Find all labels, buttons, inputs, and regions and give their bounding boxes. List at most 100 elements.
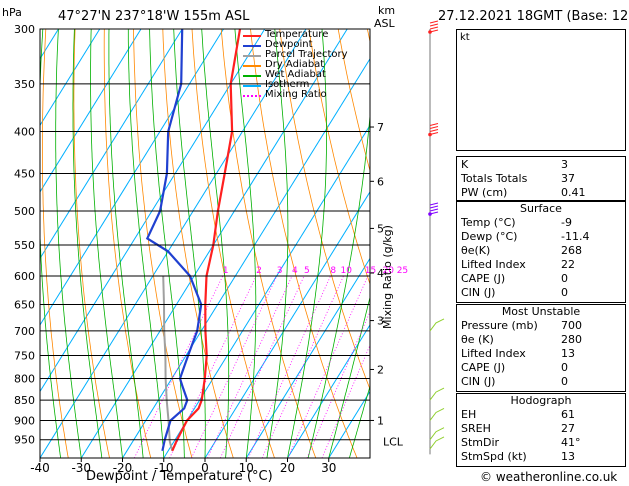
mixing-ratio-label: 1 (223, 266, 229, 276)
hodograph-indices-panel: Hodograph EH 61 SREH 27 StmDir 41° StmSpd (kt)… (456, 393, 626, 467)
index-row: EH 61 (457, 408, 625, 422)
wind-barb (429, 126, 439, 129)
pressure-tick-label: 550 (14, 239, 35, 252)
mixing-ratio-label: 3 (277, 266, 283, 276)
legend-label: Dry Adiabat (265, 59, 325, 70)
wind-barb (429, 20, 439, 24)
index-label: SREH (461, 422, 491, 435)
legend-swatch (243, 75, 261, 77)
pressure-tick-label: 900 (14, 414, 35, 427)
mixing-ratio-label: 2 (256, 266, 262, 276)
index-label: StmSpd (kt) (461, 450, 527, 463)
legend-swatch (243, 35, 261, 37)
index-label: EH (461, 408, 477, 421)
surface-title: Surface (520, 202, 562, 215)
isotherm-line (40, 29, 266, 393)
isotherm-line (40, 29, 101, 127)
index-value: 0 (561, 375, 568, 388)
index-value: 61 (561, 408, 575, 421)
dry-adiabat-line (337, 29, 370, 173)
asl-axis-label: ASL (374, 17, 395, 30)
index-label: CAPE (J) (461, 272, 506, 285)
index-value: 0.41 (561, 186, 586, 199)
index-label: θe (K) (461, 333, 494, 346)
mixing-ratio-label: 25 (397, 266, 408, 276)
legend-entry: Wet Adiabat (243, 70, 348, 80)
isotherm-line (287, 323, 370, 458)
km-tick-label: 6 (377, 175, 384, 188)
pressure-tick-label: 600 (14, 270, 35, 283)
isotherm-line (245, 257, 370, 458)
wind-barb (429, 436, 445, 450)
km-tick-label: 7 (377, 121, 384, 134)
pressure-tick-label: 950 (14, 434, 35, 447)
pressure-tick-label: 800 (14, 372, 35, 385)
most-unstable-title: Most Unstable (501, 305, 581, 318)
index-value: 268 (561, 244, 582, 257)
pressure-tick-label: 300 (14, 23, 35, 36)
isotherm-line (40, 29, 224, 326)
x-tick-label: 0 (201, 461, 209, 475)
index-label: PW (cm) (461, 186, 508, 199)
wet-adiabat-line (90, 29, 123, 458)
index-value: 0 (561, 361, 568, 374)
x-tick-label: -20 (113, 461, 133, 475)
x-tick-label: 10 (239, 461, 254, 475)
legend-label: Temperature (265, 29, 329, 40)
isotherm-line (40, 29, 307, 458)
pressure-tick-label: 350 (14, 78, 35, 91)
index-row: SREH 27 (457, 422, 625, 436)
isotherm-line (163, 124, 370, 458)
x-tick-label: 20 (280, 461, 295, 475)
isotherm-line (204, 190, 370, 458)
mixing-ratio-line (287, 275, 369, 458)
x-tick-label: -10 (154, 461, 174, 475)
index-row: Pressure (mb) 700 (457, 319, 625, 333)
legend-label: Parcel Trajectory (265, 49, 348, 60)
mixing-ratio-line (220, 275, 305, 458)
index-label: CIN (J) (461, 375, 496, 388)
wind-barb (429, 387, 445, 401)
pressure-tick-label: 850 (14, 394, 35, 407)
wind-barb (429, 318, 445, 332)
index-label: Dewp (°C) (461, 230, 518, 243)
wind-barb (429, 205, 439, 209)
wind-barb-dot (428, 212, 432, 216)
pressure-tick-label: 650 (14, 299, 35, 312)
index-row: StmSpd (kt) 13 (457, 450, 625, 464)
legend-swatch (243, 65, 261, 67)
index-row: θe (K) 280 (457, 333, 625, 347)
index-value: 0 (561, 272, 568, 285)
index-label: Totals Totals (461, 172, 528, 185)
index-value: 13 (561, 347, 575, 360)
legend-label: Isotherm (265, 79, 310, 90)
index-label: Temp (°C) (461, 216, 516, 229)
km-tick-label: 3 (377, 315, 384, 328)
wind-barb (429, 208, 439, 212)
pressure-tick-label: 750 (14, 349, 35, 362)
most-unstable-panel: Most Unstable Pressure (mb) 700 θe (K) 280 L… (456, 304, 626, 392)
mixing-ratio-line (248, 275, 331, 458)
index-label: Lifted Index (461, 347, 526, 360)
mixing-ratio-label: 4 (292, 266, 298, 276)
index-value: 37 (561, 172, 575, 185)
legend-entry: Dewpoint (243, 40, 348, 50)
hodograph-indices-title: Hodograph (510, 394, 572, 407)
index-row: CIN (J) 0 (457, 375, 625, 389)
index-row: StmDir 41° (457, 436, 625, 450)
index-row: Dewp (°C) -11.4 (457, 230, 625, 244)
index-row: CAPE (J) 0 (457, 272, 625, 286)
index-label: Lifted Index (461, 258, 526, 271)
index-label: CAPE (J) (461, 361, 506, 374)
dry-adiabat-line (308, 29, 370, 286)
km-tick-label: 4 (377, 267, 384, 280)
wind-barb-dot (428, 30, 432, 34)
pressure-tick-label: 400 (14, 126, 35, 139)
legend-label: Wet Adiabat (265, 69, 326, 80)
wind-barb (429, 202, 439, 206)
wind-barb (429, 23, 439, 27)
dry-adiabat-line (73, 29, 110, 458)
legend-swatch (243, 45, 261, 47)
mixing-ratio-line (191, 275, 278, 458)
index-row: PW (cm) 0.41 (457, 186, 625, 200)
